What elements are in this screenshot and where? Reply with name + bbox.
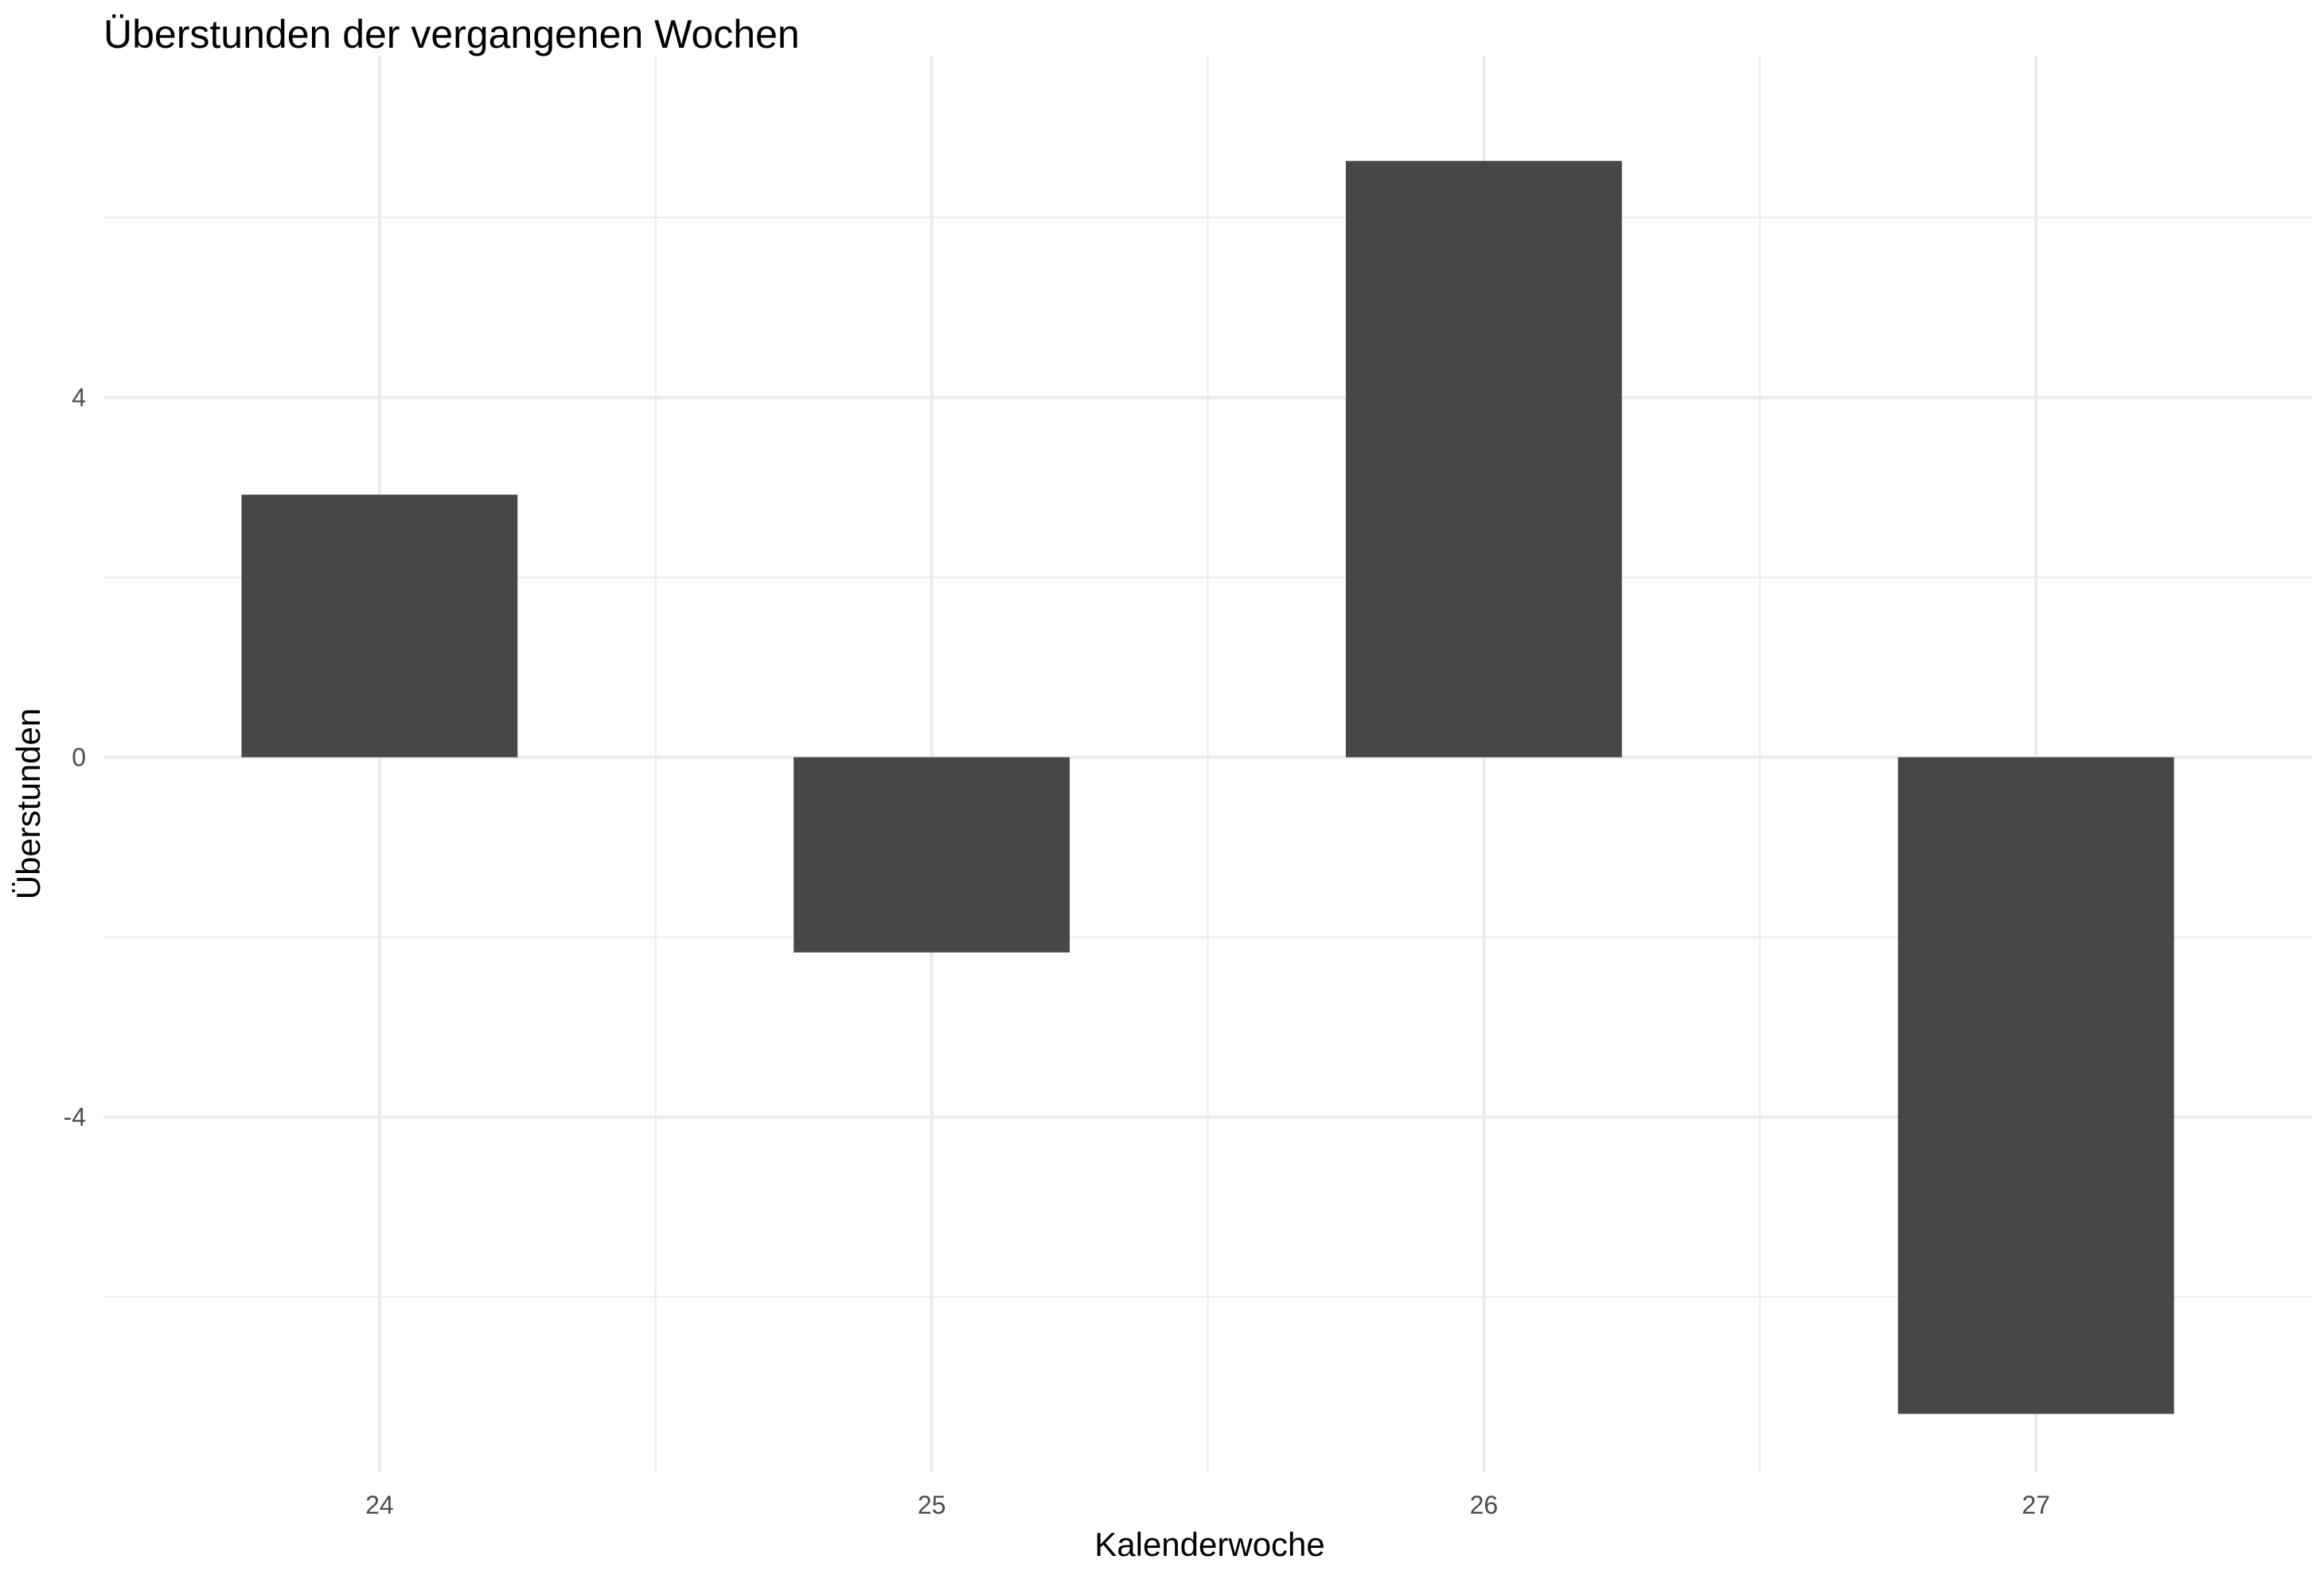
y-tick-label: 4 <box>72 383 86 411</box>
bars <box>241 161 2174 1414</box>
bar-kw-27 <box>1897 757 2174 1414</box>
x-tick-label: 26 <box>1470 1491 1499 1519</box>
x-axis-ticks: 24 25 26 27 <box>365 1491 2050 1519</box>
x-tick-label: 24 <box>365 1491 394 1519</box>
y-axis-title: Überstunden <box>10 708 47 900</box>
bar-kw-24 <box>241 494 518 758</box>
y-tick-label: -4 <box>64 1103 86 1132</box>
chart-title: Überstunden der vergangenen Wochen <box>103 12 800 57</box>
bar-kw-25 <box>794 757 1070 953</box>
x-tick-label: 27 <box>2022 1491 2050 1519</box>
x-tick-label: 25 <box>918 1491 946 1519</box>
x-axis-title: Kalenderwoche <box>1094 1526 1325 1563</box>
y-axis-ticks: -4 0 4 <box>64 383 86 1131</box>
bar-kw-26 <box>1345 161 1622 758</box>
y-tick-label: 0 <box>72 743 86 772</box>
